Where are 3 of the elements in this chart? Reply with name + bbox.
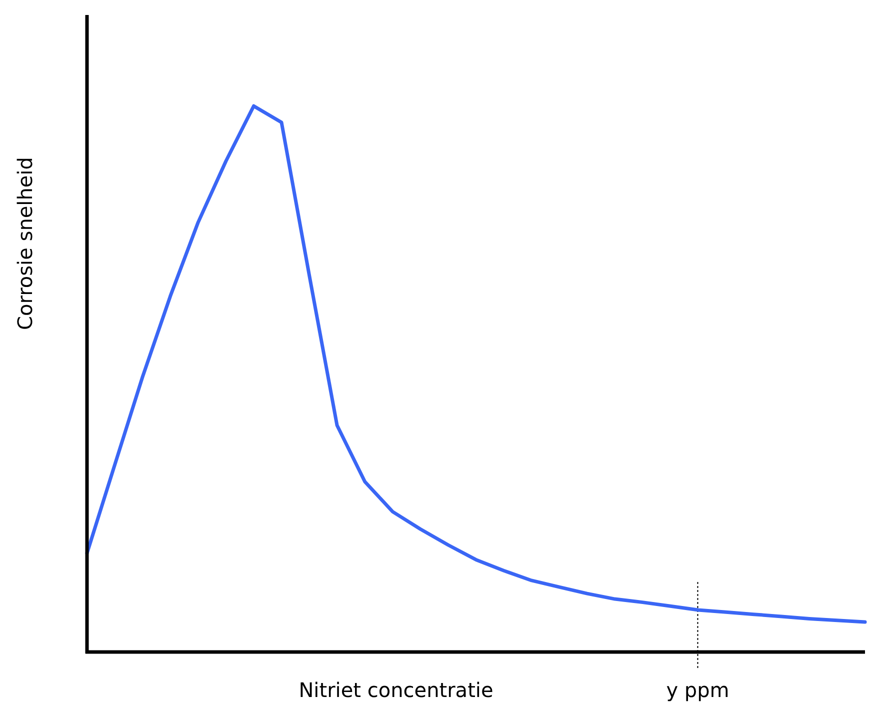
x-axis-title: Nitriet concentratie	[298, 678, 494, 702]
y-axis-title: Corrosie snelheid	[13, 157, 37, 330]
text: y ppm	[666, 678, 730, 702]
